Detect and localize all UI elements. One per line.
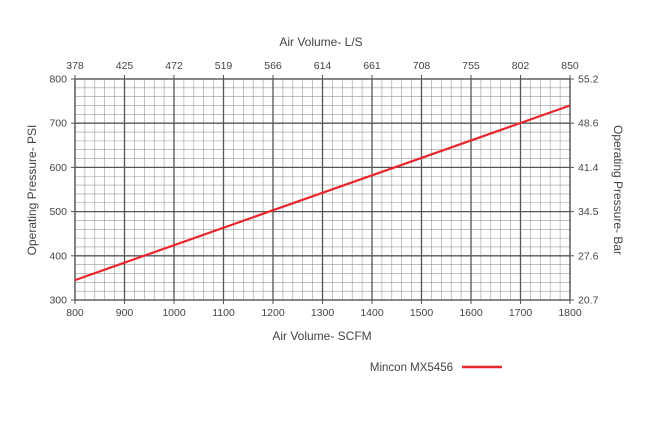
x-tick-label: 900 [116,307,134,319]
y-axis-title-left: Operating Pressure- PSI [25,125,39,256]
x-top-tick-label: 472 [165,60,183,72]
legend: Mincon MX5456 [370,362,502,374]
y-right-tick-label: 20.7 [578,295,599,307]
series-layer [74,104,571,282]
y-axis-title-right: Operating Pressure- Bar [611,125,625,255]
y-tick-label: 800 [49,74,67,86]
x-top-tick-label: 378 [66,60,84,72]
y-tick-label: 400 [49,250,67,262]
x-tick-label: 1800 [558,307,582,319]
legend-label: Mincon MX5456 [370,362,453,374]
series-line [74,104,571,282]
x-axis-title-bottom: Air Volume- SCFM [272,329,371,343]
x-top-tick-label: 755 [462,60,480,72]
x-top-tick-label: 519 [215,60,233,72]
y-tick-label: 600 [49,162,67,174]
x-tick-label: 1500 [410,307,434,319]
y-right-tick-label: 41.4 [578,162,599,174]
tick-labels: 800 378 900 425 1000 472 1100 519 1200 566 1300 614… [49,60,598,319]
x-tick-label: 1100 [212,307,235,319]
y-right-tick-label: 48.6 [578,118,599,130]
y-tick-label: 300 [49,295,67,307]
x-top-tick-label: 566 [264,60,282,72]
x-top-tick-label: 802 [512,60,530,72]
x-tick-label: 1000 [162,307,186,319]
y-tick-label: 700 [49,118,67,130]
x-top-tick-label: 661 [363,60,381,72]
x-top-tick-label: 850 [561,60,579,72]
y-right-tick-label: 34.5 [578,206,599,218]
tick-marks [71,75,574,304]
x-tick-label: 1600 [459,307,483,319]
x-tick-label: 800 [66,307,84,319]
x-tick-label: 1400 [360,307,384,319]
x-tick-label: 1200 [261,307,285,319]
x-tick-label: 1700 [509,307,533,319]
x-top-tick-label: 708 [413,60,431,72]
x-top-tick-label: 614 [314,60,332,72]
x-axis-title-top: Air Volume- L/S [279,35,362,49]
y-tick-label: 500 [49,206,67,218]
major-gridlines [74,78,571,301]
x-tick-label: 1300 [311,307,335,319]
x-top-tick-label: 425 [116,60,134,72]
y-right-tick-label: 27.6 [578,250,599,262]
y-right-tick-label: 55.2 [578,74,599,86]
